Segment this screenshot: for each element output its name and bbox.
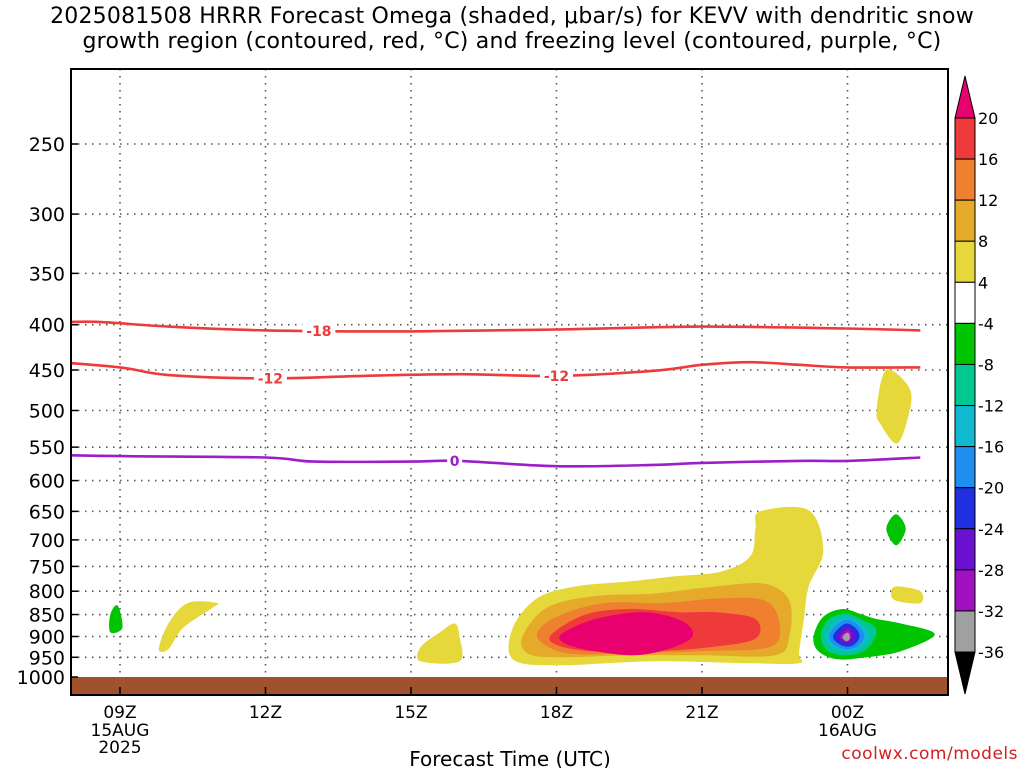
chart-title-line-2: growth region (contoured, red, °C) and f…: [82, 29, 942, 54]
colorbar-label-13: -36: [978, 643, 1004, 662]
omega-shading: [109, 369, 935, 666]
colorbar-label-0: 20: [978, 109, 998, 128]
chart-title: 2025081508 HRRR Forecast Omega (shaded, …: [0, 4, 1024, 54]
colorbar-label-4: 4: [978, 273, 988, 292]
y-tick-label-900: 900: [29, 626, 65, 648]
x-axis-label: Forecast Time (UTC): [409, 747, 611, 768]
x-tick-label-18Z: 18Z: [540, 703, 573, 723]
omega-small-region-1: [416, 623, 463, 664]
contour-label-1: -12: [258, 371, 283, 387]
contour-label-3: 0: [450, 454, 460, 470]
colorbar-label-2: 12: [978, 191, 998, 210]
colorbar: 20 16 12 8 4 -4 -8 -12 -16 -20 -24 -28 -32 -36: [954, 75, 1004, 695]
omega-upward-region-4: [559, 612, 693, 656]
colorbar-bottom-arrow: [954, 651, 976, 695]
colorbar-band-1: [954, 158, 976, 201]
omega-small-region-2: [876, 369, 912, 444]
colorbar-label-11: -28: [978, 561, 1004, 580]
chart-title-line-1: 2025081508 HRRR Forecast Omega (shaded, …: [50, 4, 974, 29]
credit-link[interactable]: coolwx.com/models: [841, 744, 1018, 764]
colorbar-label-5: -4: [978, 314, 994, 333]
colorbar-label-1: 16: [978, 150, 998, 169]
x-tick-label-00Z: 00Z: [831, 703, 864, 723]
omega-small-region-3: [109, 604, 123, 634]
y-tick-label-650: 650: [29, 501, 65, 523]
x-tick-label-21Z: 21Z: [685, 703, 718, 723]
colorbar-band-7: [954, 405, 976, 448]
colorbar-label-9: -20: [978, 479, 1004, 498]
colorbar-label-3: 8: [978, 232, 988, 251]
y-tick-label-450: 450: [29, 360, 65, 382]
y-tick-label-800: 800: [29, 581, 65, 603]
y-tick-label-400: 400: [29, 315, 65, 337]
plot-frame: [70, 68, 949, 696]
colorbar-label-7: -12: [978, 397, 1004, 416]
contour-line-1: [71, 360, 921, 380]
y-tick-label-850: 850: [29, 605, 65, 627]
y-tick-label-350: 350: [29, 263, 65, 285]
colorbar-band-10: [954, 528, 976, 571]
colorbar-band-4: [954, 281, 976, 324]
y-axis-ticks: 2503003504004505005506006507007508008509…: [17, 134, 78, 689]
y-tick-label-250: 250: [29, 134, 65, 156]
contour-line-3: [71, 454, 921, 468]
colorbar-band-8: [954, 446, 976, 489]
omega-downward-region-7: [842, 632, 851, 642]
colorbar-label-12: -32: [978, 602, 1004, 621]
x-tick-label-12Z: 12Z: [249, 703, 282, 723]
ground-band: [71, 677, 948, 695]
colorbar-band-2: [954, 199, 976, 242]
x-tick-sublabel-15AUG: 15AUG: [91, 721, 150, 741]
grid-lines: [71, 69, 948, 695]
y-tick-label-600: 600: [29, 471, 65, 493]
contour-label-bg-1: [253, 370, 287, 387]
temperature-contours: -18 -12 -12 0: [71, 320, 921, 470]
contour-label-bg-2: [540, 367, 573, 384]
x-tick-label-09Z: 09Z: [103, 703, 136, 723]
omega-small-region-4: [886, 514, 906, 546]
colorbar-band-5: [954, 322, 976, 365]
x-tick-label-15Z: 15Z: [394, 703, 427, 723]
contour-label-2: -12: [544, 369, 569, 385]
colorbar-band-6: [954, 363, 976, 407]
colorbar-band-0: [954, 117, 976, 160]
y-tick-label-950: 950: [29, 647, 65, 669]
contour-label-bg-0: [302, 322, 336, 339]
colorbar-band-11: [954, 569, 976, 612]
omega-small-region-0: [158, 601, 219, 653]
colorbar-label-8: -16: [978, 438, 1004, 457]
y-tick-label-550: 550: [29, 437, 65, 459]
omega-upward-region-edge: [891, 586, 924, 604]
colorbar-band-3: [954, 240, 976, 283]
y-tick-label-1000: 1000: [17, 667, 65, 689]
ground-surface-band: [71, 677, 948, 695]
colorbar-label-10: -24: [978, 520, 1004, 539]
colorbar-band-12: [954, 610, 976, 653]
colorbar-label-6: -8: [978, 355, 994, 374]
contour-line-0: [71, 320, 921, 333]
y-tick-label-700: 700: [29, 530, 65, 552]
contour-label-bg-3: [447, 452, 463, 469]
y-tick-label-500: 500: [29, 401, 65, 423]
x-tick-sublabel-2025: 2025: [98, 738, 141, 758]
x-tick-sublabel-16AUG: 16AUG: [818, 721, 877, 741]
y-tick-label-750: 750: [29, 556, 65, 578]
colorbar-band-9: [954, 487, 976, 530]
y-tick-label-300: 300: [29, 204, 65, 226]
colorbar-top-arrow: [954, 75, 976, 119]
contour-label-0: -18: [306, 324, 331, 340]
